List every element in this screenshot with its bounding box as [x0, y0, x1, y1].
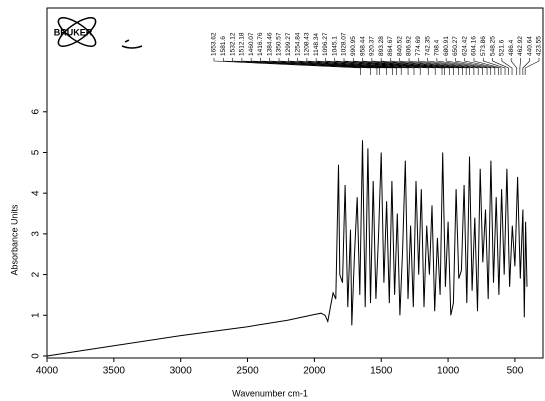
peak-label: 1512.18 [239, 32, 246, 56]
peak-connector [522, 58, 531, 75]
y-tick-label: 6 [31, 109, 42, 115]
peak-connector [222, 58, 371, 75]
peak-connector [325, 58, 436, 75]
peak-connector [380, 58, 463, 75]
peak-connector [492, 58, 509, 75]
x-tick-label: 1000 [437, 366, 460, 377]
peak-connector [260, 58, 393, 75]
peak-label: 1350.57 [276, 32, 283, 56]
peak-connector [390, 58, 467, 75]
peak-connector [232, 58, 378, 75]
peak-label: 573.86 [480, 36, 487, 56]
peak-label: 742.35 [424, 36, 431, 56]
y-axis-label: Absorbance Units [9, 204, 19, 276]
peak-connector [408, 58, 475, 75]
peak-label: 423.55 [536, 36, 543, 56]
peak-connector [315, 58, 429, 75]
peak-label: 1148.34 [313, 33, 320, 56]
peak-label: 1208.43 [304, 32, 311, 56]
peak-label: 680.91 [443, 36, 450, 56]
peak-connector [287, 58, 409, 75]
peak-connector [306, 58, 421, 75]
peak-label: 486.4 [508, 39, 515, 56]
x-tick-label: 4000 [36, 366, 59, 377]
peak-label: 548.25 [489, 36, 496, 56]
peak-label: 708.4 [434, 39, 441, 56]
peak-connector [250, 58, 387, 75]
peak-label: 1416.76 [257, 32, 264, 56]
peak-label: 521.6 [499, 39, 506, 56]
peak-label: 958.44 [359, 36, 366, 56]
peak-connector [362, 58, 454, 75]
peak-label: 774.69 [415, 36, 422, 56]
y-tick-label: 2 [31, 271, 42, 277]
peak-label: 840.52 [396, 36, 403, 56]
peak-connector [510, 58, 518, 75]
peak-label: 1045.1 [331, 36, 338, 56]
peak-connector [297, 58, 415, 75]
peak-connector [436, 58, 488, 75]
peak-label: 1096.27 [322, 32, 329, 56]
peak-label: 1532.12 [229, 32, 236, 56]
x-tick-label: 3000 [170, 366, 193, 377]
peak-label: 864.67 [387, 36, 394, 56]
peak-connector [399, 58, 470, 75]
peak-connector [445, 58, 492, 75]
peak-connector [524, 58, 540, 75]
peak-label: 624.42 [461, 36, 468, 56]
peak-connector [334, 58, 443, 75]
logo: BRUKER [54, 27, 93, 37]
y-tick-label: 0 [31, 353, 42, 359]
peak-label: 990.95 [350, 36, 357, 56]
x-tick-label: 3500 [103, 366, 126, 377]
peak-connector [371, 58, 460, 75]
y-tick-label: 1 [31, 312, 42, 318]
peak-label: 1460.07 [248, 32, 255, 56]
peak-label: 1299.27 [285, 32, 292, 56]
peak-label: 462.92 [517, 36, 524, 56]
x-tick-label: 1500 [370, 366, 393, 377]
peak-connector [455, 58, 496, 75]
peak-label: 650.27 [452, 36, 459, 56]
x-tick-label: 500 [507, 366, 524, 377]
peak-label: 1384.46 [266, 32, 273, 56]
x-axis-label: Wavenumber cm-1 [232, 388, 308, 398]
peak-connector [343, 58, 445, 75]
peak-label: 604.16 [471, 36, 478, 56]
peak-connector [519, 58, 521, 75]
peak-connector [427, 58, 483, 75]
logo-icon [57, 17, 143, 49]
peak-connector [482, 58, 506, 75]
peak-connector [417, 58, 479, 75]
y-tick-label: 5 [31, 149, 42, 155]
peak-label: 1653.62 [211, 32, 218, 56]
y-tick-label: 3 [31, 231, 42, 237]
peak-connector [473, 58, 502, 75]
peak-label: 1254.84 [294, 32, 301, 56]
peak-connector [213, 58, 361, 75]
peak-label: 440.64 [526, 36, 533, 56]
plot-frame [46, 7, 544, 359]
peak-label: 1028.07 [341, 32, 348, 56]
peak-label: 893.28 [378, 36, 385, 56]
peak-connector [269, 58, 397, 75]
x-tick-label: 2500 [236, 366, 259, 377]
peak-label: 920.37 [369, 36, 376, 56]
y-tick-label: 4 [31, 190, 42, 196]
peak-connector [278, 58, 402, 75]
peak-connector [464, 58, 499, 75]
peak-connector [352, 58, 450, 75]
peak-label: 1581.6 [220, 36, 227, 56]
peak-connector [241, 58, 380, 75]
spectrum-line [46, 140, 528, 357]
x-tick-label: 2000 [303, 366, 326, 377]
peak-label: 806.92 [406, 36, 413, 56]
peak-connector [501, 58, 513, 75]
